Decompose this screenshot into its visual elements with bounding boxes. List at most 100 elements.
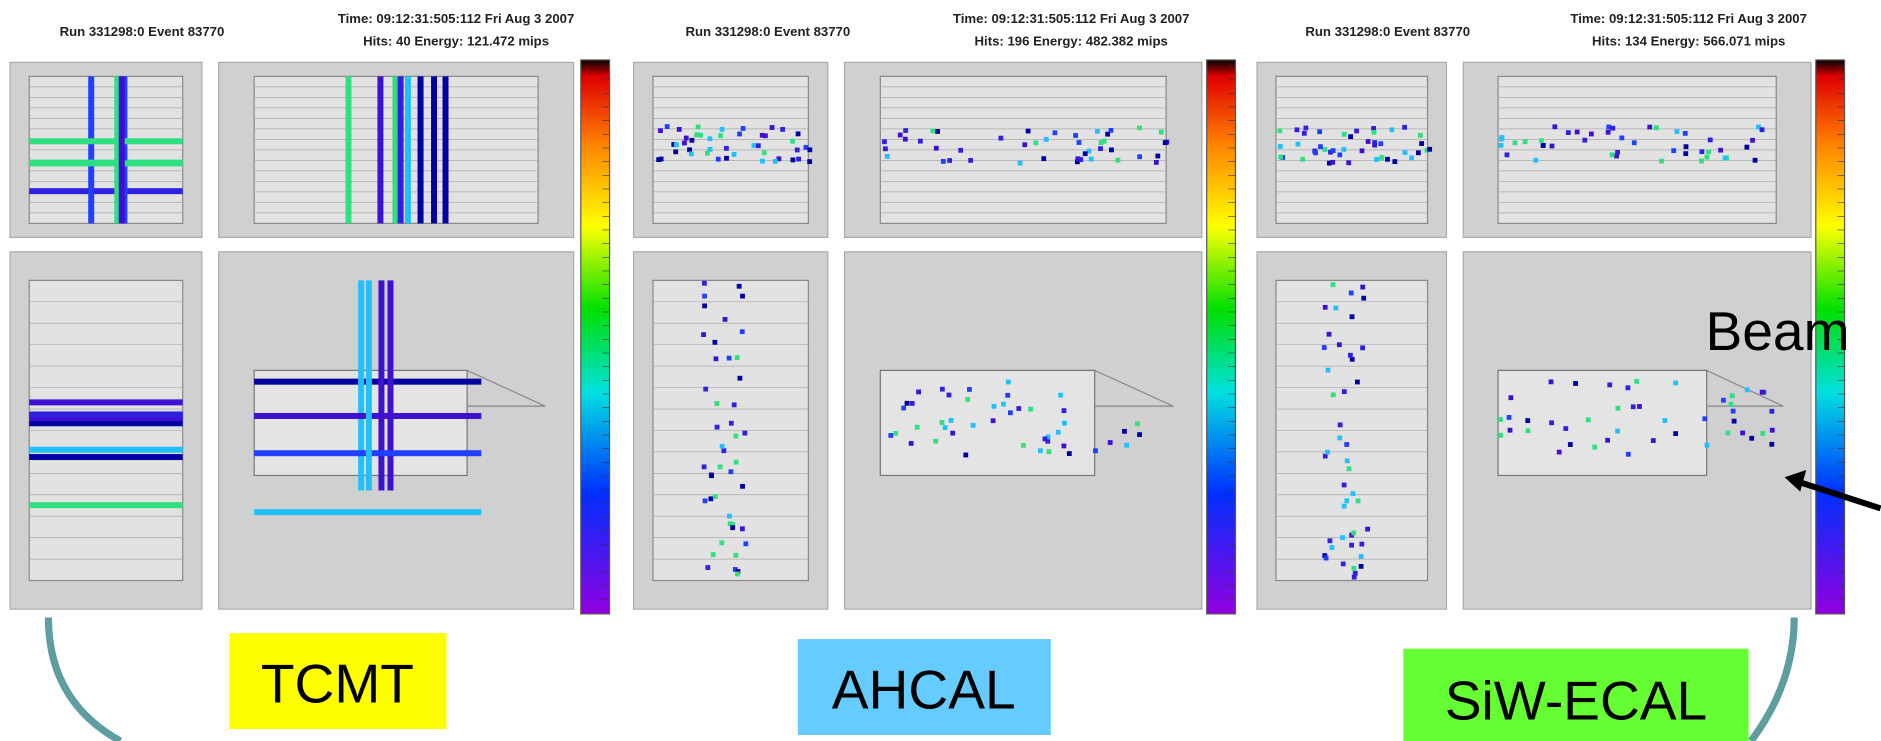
- hit: [1402, 150, 1408, 155]
- hit: [914, 424, 920, 430]
- hit-strip: [365, 280, 372, 491]
- hit: [1682, 130, 1688, 136]
- hit: [727, 513, 732, 519]
- hit: [1277, 128, 1283, 134]
- hit: [916, 389, 922, 395]
- hit: [1322, 304, 1328, 310]
- hit: [1045, 438, 1051, 444]
- hit: [702, 498, 708, 504]
- hit: [948, 418, 954, 423]
- hit: [1348, 134, 1354, 140]
- hit: [1124, 442, 1130, 448]
- hit: [1504, 152, 1510, 158]
- hit: [1522, 139, 1528, 145]
- beam-label: Beam: [1705, 300, 1849, 362]
- hit: [947, 158, 953, 163]
- hit: [1759, 389, 1765, 395]
- hit: [1340, 535, 1345, 540]
- hit-strip: [431, 76, 438, 224]
- hit: [1637, 404, 1642, 409]
- hit: [1385, 156, 1390, 162]
- hit: [1614, 153, 1619, 159]
- hit: [740, 293, 745, 299]
- hit: [901, 405, 907, 411]
- hit: [1718, 147, 1724, 153]
- hit: [1525, 428, 1531, 434]
- hit: [1349, 314, 1355, 320]
- hit-strip: [29, 138, 183, 145]
- hit: [688, 151, 694, 157]
- hit: [1625, 385, 1631, 391]
- hit: [1001, 401, 1006, 407]
- hit-strip: [345, 76, 352, 224]
- hit: [940, 158, 946, 164]
- hit: [1323, 555, 1329, 561]
- hit: [731, 151, 737, 157]
- hit: [1052, 130, 1058, 136]
- hit: [1417, 132, 1423, 138]
- hit: [1326, 331, 1332, 337]
- hit: [1728, 402, 1734, 407]
- hit: [902, 136, 908, 142]
- hit: [760, 158, 765, 164]
- hit: [705, 150, 710, 156]
- hit: [796, 156, 802, 162]
- hit: [1016, 406, 1022, 411]
- hit: [734, 355, 740, 360]
- hit: [1424, 147, 1430, 153]
- hit: [709, 473, 714, 479]
- hit: [1341, 147, 1347, 152]
- bracket-arc: [1748, 617, 1798, 741]
- label-box: [797, 639, 1051, 736]
- hit: [1093, 448, 1098, 454]
- hit: [1025, 128, 1031, 134]
- hit: [1359, 148, 1365, 154]
- hit: [1565, 130, 1571, 136]
- hit: [1619, 135, 1625, 141]
- hits-info: Hits: 40 Energy: 121.472 mips: [363, 34, 549, 49]
- hit: [1105, 131, 1111, 137]
- hit: [1725, 430, 1731, 436]
- hits-info: Hits: 196 Energy: 482.382 mips: [975, 34, 1168, 49]
- hit: [763, 133, 768, 139]
- hit: [733, 459, 739, 465]
- hit: [740, 483, 745, 489]
- hit: [1328, 149, 1333, 155]
- hit: [970, 422, 976, 428]
- hit: [939, 420, 945, 425]
- hit: [1533, 157, 1539, 163]
- hit: [1354, 128, 1359, 134]
- hit: [939, 386, 945, 392]
- hit: [967, 387, 972, 392]
- hit: [1556, 449, 1562, 455]
- hit: [1158, 129, 1164, 135]
- hit: [1337, 422, 1343, 428]
- hit: [1322, 147, 1328, 152]
- hit: [1360, 345, 1365, 351]
- hit: [727, 521, 733, 527]
- hit: [903, 128, 909, 133]
- hit: [730, 521, 736, 527]
- hit: [1330, 392, 1336, 398]
- hits-info: Hits: 134 Energy: 566.071 mips: [1592, 34, 1785, 49]
- hit: [1076, 140, 1082, 145]
- hit-strip: [29, 446, 183, 453]
- hit: [1769, 408, 1775, 414]
- hit: [1330, 148, 1336, 154]
- hit-strip: [29, 188, 183, 195]
- hit: [790, 138, 795, 144]
- hit: [1625, 451, 1631, 457]
- time-info: Time: 09:12:31:505:112 Fri Aug 3 2007: [338, 11, 575, 26]
- hit: [702, 303, 708, 309]
- hit: [1352, 570, 1358, 576]
- hit: [1295, 141, 1301, 147]
- hit: [664, 124, 670, 129]
- hit-strip: [29, 454, 183, 461]
- hit: [1095, 128, 1100, 134]
- detector-label: TCMT: [261, 653, 414, 715]
- hit: [1153, 159, 1159, 165]
- hit: [1588, 131, 1594, 137]
- hit: [1415, 150, 1421, 156]
- hit: [1007, 410, 1013, 416]
